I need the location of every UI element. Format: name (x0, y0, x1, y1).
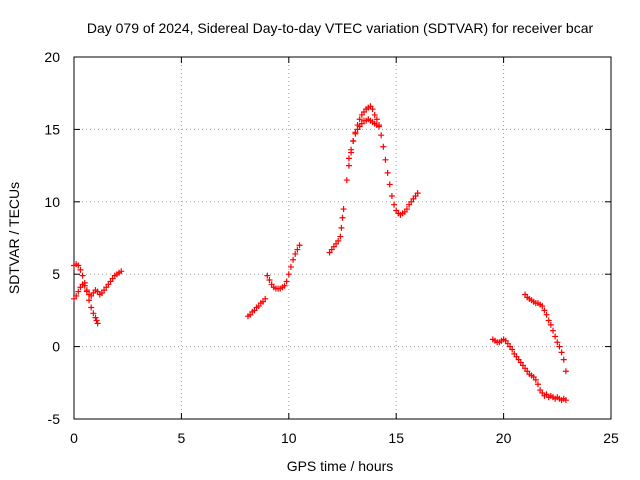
data-point (83, 287, 90, 294)
data-point (339, 214, 346, 221)
data-points (71, 103, 569, 404)
data-point (81, 282, 88, 289)
series-arc-5 (326, 206, 347, 256)
data-point (352, 130, 359, 137)
data-point (543, 311, 550, 318)
data-point (94, 320, 101, 327)
data-point (562, 368, 569, 375)
data-point (75, 288, 82, 295)
data-point (118, 268, 125, 275)
data-point (348, 146, 355, 153)
data-point (380, 143, 387, 150)
data-point (266, 276, 273, 283)
data-point (281, 282, 288, 289)
data-point (93, 317, 100, 324)
data-point (340, 206, 347, 213)
data-point (388, 193, 395, 200)
data-point (532, 376, 539, 383)
y-tick-label: -5 (48, 411, 61, 427)
data-point (562, 397, 569, 404)
data-point (345, 162, 352, 169)
data-point (79, 272, 86, 279)
data-point (86, 297, 93, 304)
data-point (378, 132, 385, 139)
data-point (92, 314, 99, 321)
y-tick-label: 5 (52, 266, 60, 282)
y-tick-label: 0 (52, 339, 60, 355)
data-point (384, 169, 391, 176)
data-point (343, 177, 350, 184)
x-tick-label: 25 (603, 430, 619, 446)
data-point (73, 292, 80, 299)
series-arc-3 (244, 295, 269, 320)
data-point (414, 190, 421, 197)
data-point (545, 317, 552, 324)
y-tick-label: 10 (44, 194, 60, 210)
y-tick-label: 15 (44, 121, 60, 137)
x-tick-label: 20 (496, 430, 512, 446)
series-arc-8 (489, 336, 569, 404)
series-arc-7 (345, 116, 383, 162)
data-point (373, 116, 380, 123)
data-point (369, 106, 376, 113)
data-point (547, 321, 554, 328)
data-point (283, 278, 290, 285)
series-arc-1 (71, 261, 101, 327)
x-tick-label: 5 (178, 430, 186, 446)
axis-ticks: 0 5 10 15 20 25 -5 0 5 10 15 20 (44, 49, 619, 446)
x-tick-label: 0 (70, 430, 78, 446)
data-point (90, 310, 97, 317)
y-axis-label: SDTVAR / TECUs (6, 182, 22, 294)
data-point (88, 304, 95, 311)
data-point (552, 333, 559, 340)
data-point (371, 111, 378, 118)
data-point (75, 262, 82, 269)
data-point (294, 246, 301, 253)
data-point (403, 206, 410, 213)
data-point (287, 263, 294, 270)
data-point (335, 237, 342, 244)
series-arc-9 (522, 291, 569, 375)
data-point (541, 307, 548, 314)
data-point (285, 271, 292, 278)
data-point (296, 242, 303, 249)
data-point (376, 123, 383, 130)
x-tick-label: 10 (281, 430, 297, 446)
data-point (350, 137, 357, 144)
series-arc-6 (343, 103, 421, 218)
data-point (338, 224, 345, 231)
data-point (509, 346, 516, 353)
y-tick-label: 20 (44, 49, 60, 65)
grid (74, 57, 611, 419)
series-arc-4 (264, 242, 303, 292)
data-point (292, 250, 299, 257)
data-point (264, 272, 271, 279)
data-point (534, 381, 541, 388)
chart-title: Day 079 of 2024, Sidereal Day-to-day VTE… (87, 20, 594, 36)
x-tick-label: 15 (388, 430, 404, 446)
data-point (550, 327, 557, 334)
data-point (560, 356, 567, 363)
data-point (356, 116, 363, 123)
data-point (337, 233, 344, 240)
data-point (391, 201, 398, 208)
data-point (539, 303, 546, 310)
data-point (77, 266, 84, 273)
data-point (386, 181, 393, 188)
x-axis-label: GPS time / hours (287, 458, 394, 474)
data-point (290, 256, 297, 263)
data-point (554, 339, 561, 346)
data-point (345, 155, 352, 162)
data-point (262, 295, 269, 302)
data-point (382, 156, 389, 163)
plot-frame (73, 56, 612, 420)
data-point (556, 343, 563, 350)
data-point (558, 349, 565, 356)
series-arc-2 (71, 268, 125, 302)
